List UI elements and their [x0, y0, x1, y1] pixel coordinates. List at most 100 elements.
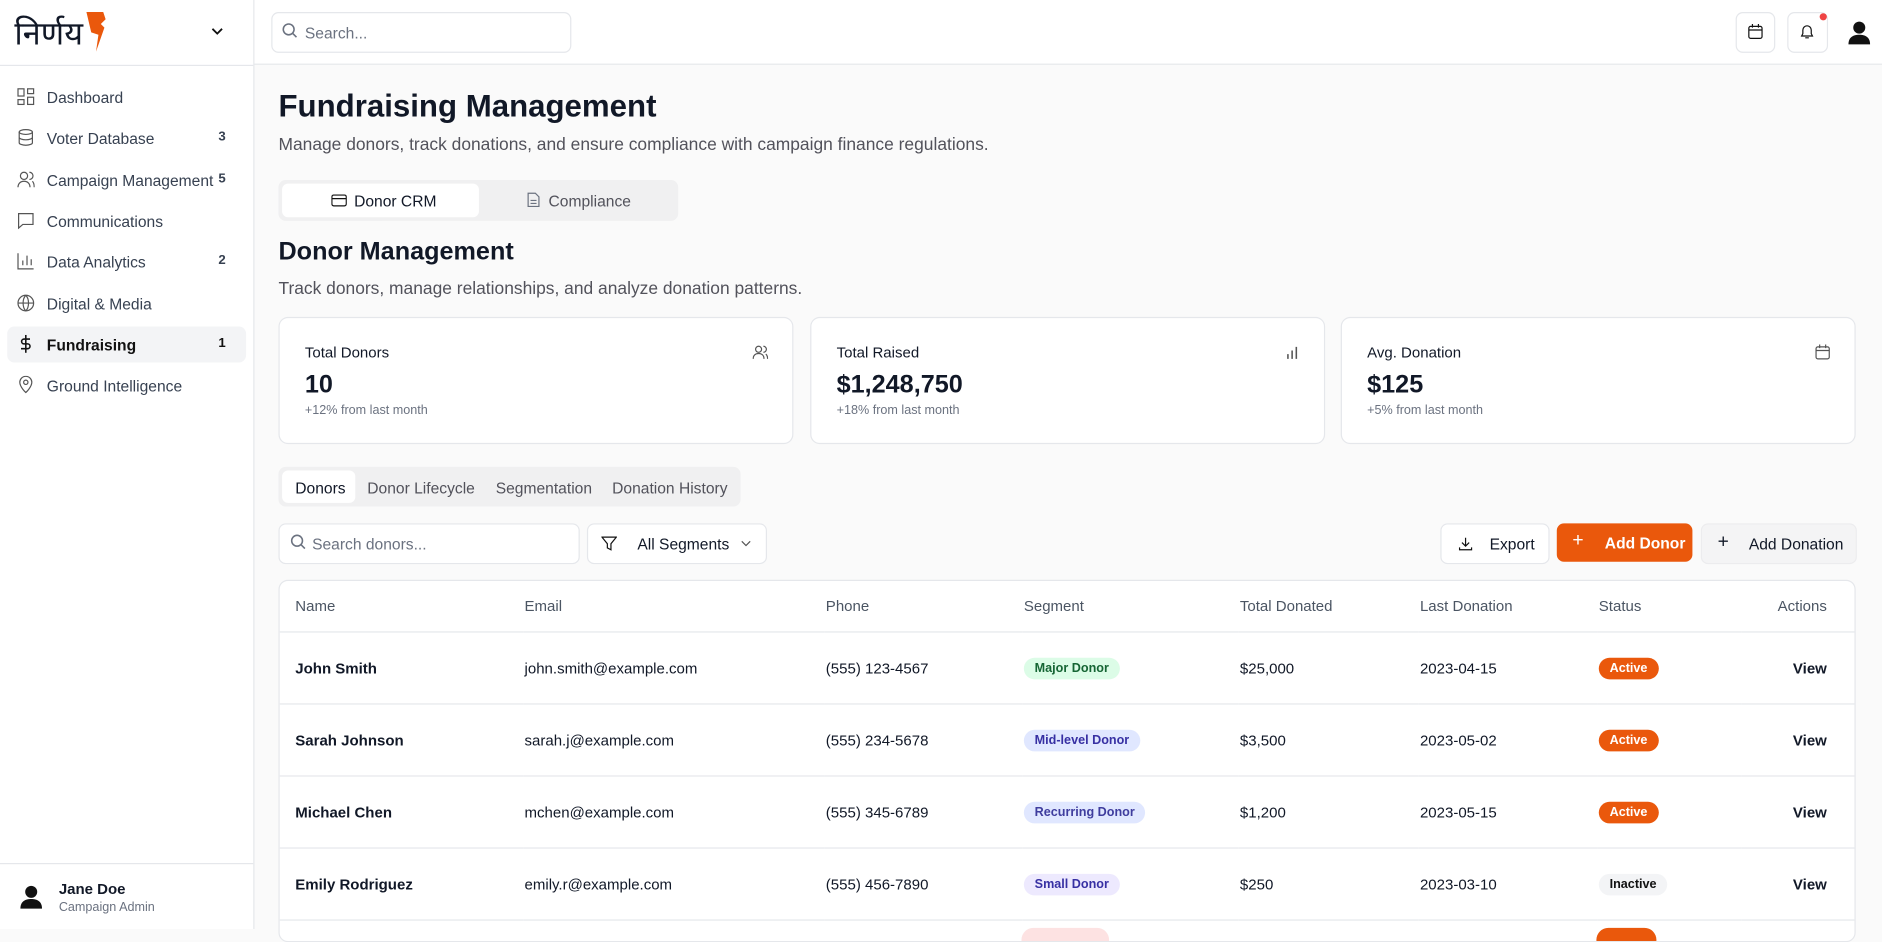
nav-badge: 1: [218, 335, 226, 351]
nav-badge: 2: [218, 253, 226, 268]
calendar-button[interactable]: [1735, 12, 1776, 53]
table-cell: Mid-level Donor: [1022, 703, 1239, 777]
nav-item[interactable]: Communications: [7, 203, 246, 239]
nav-item[interactable]: Data Analytics 2: [7, 244, 246, 280]
stat-value: 10: [304, 370, 333, 399]
section-title: Donor Management: [278, 237, 514, 266]
column-header: Total Donated: [1238, 580, 1419, 633]
table-cell: Recurring Donor: [1022, 775, 1239, 849]
sidebar: निर्णय Dashboard Voter Database 3 Campaign …: [0, 0, 255, 930]
segment-badge: Small Donor: [1023, 873, 1120, 895]
table-cell: Active: [1597, 631, 1742, 705]
subtab-active[interactable]: [282, 470, 356, 503]
stat-card: Avg. Donation $125 +5% from last month: [1340, 316, 1856, 445]
table-cell: (555) 345-6789: [824, 775, 1023, 849]
global-search[interactable]: Search...: [271, 12, 572, 53]
add-donor-button[interactable]: + Add Donor: [1556, 523, 1693, 562]
table-cell: 2023-05-02: [1418, 703, 1598, 777]
table-cell: mchen@example.com: [523, 775, 825, 849]
stat-label: Total Donors: [304, 344, 390, 362]
column-header: Phone: [824, 580, 1023, 633]
nav-item[interactable]: Ground Intelligence: [7, 367, 246, 403]
table-cell: Inactive: [1597, 848, 1742, 921]
profile-button[interactable]: [1846, 19, 1872, 45]
user-role: Campaign Admin: [58, 900, 155, 915]
nav-badge: 5: [218, 171, 226, 186]
table-cell: Active: [1597, 775, 1742, 849]
nav-label: Data Analytics: [46, 253, 146, 272]
view-link[interactable]: View: [1792, 659, 1827, 677]
nav-label: Fundraising: [46, 335, 137, 354]
table-cell: $250: [1238, 848, 1419, 921]
table-cell: john.smith@example.com: [523, 631, 825, 705]
table-row: Sarah Johnson sarah.j@example.com (555) 23…: [279, 703, 1855, 777]
table-row: Michael Chen mchen@example.com (555) 345-6…: [279, 775, 1855, 849]
table-cell: Small Donor: [1022, 848, 1239, 921]
donor-search[interactable]: Search donors...: [278, 523, 580, 565]
table-cell: Michael Chen: [279, 775, 524, 849]
stat-change: +5% from last month: [1367, 403, 1484, 418]
table-cell: $25,000: [1238, 631, 1419, 705]
table-cell: emily.r@example.com: [523, 848, 825, 921]
stat-card: Total Raised $1,248,750 +18% from last mon…: [810, 316, 1326, 445]
page-subtitle: Manage donors, track donations, and ensu…: [278, 135, 989, 155]
table-cell: View: [1741, 631, 1855, 705]
stat-change: +12% from last month: [304, 403, 428, 418]
view-link[interactable]: View: [1792, 803, 1827, 821]
table-cell: Active: [1597, 703, 1742, 777]
subtab[interactable]: Donor Lifecycle: [367, 478, 475, 497]
status-badge: Active: [1598, 729, 1659, 751]
status-badge: Active: [1598, 801, 1659, 823]
avatar: [20, 885, 43, 909]
tab-active[interactable]: [282, 183, 479, 218]
page-title: Fundraising Management: [278, 87, 657, 124]
table-cell: Emily Rodriguez: [279, 848, 524, 921]
column-header: Status: [1597, 580, 1742, 633]
segment-badge: Major Donor: [1023, 657, 1120, 679]
search-placeholder: Search donors...: [312, 535, 427, 554]
nav-item[interactable]: Voter Database 3: [7, 120, 246, 156]
segment-filter[interactable]: All Segments: [586, 523, 767, 565]
nav-item[interactable]: Digital & Media: [7, 285, 246, 321]
table-row: Emily Rodriguez emily.r@example.com (555) …: [279, 848, 1855, 921]
nav-label: Dashboard: [46, 88, 124, 107]
button-label: Add Donation: [1748, 535, 1844, 554]
table-cell: $1,200: [1238, 775, 1419, 849]
nav-label: Ground Intelligence: [46, 377, 183, 396]
segment-badge: Recurring Donor: [1023, 801, 1146, 823]
subtab[interactable]: Segmentation: [495, 478, 593, 497]
stat-change: +18% from last month: [836, 403, 960, 418]
table-cell: John Smith: [279, 631, 524, 705]
subtab[interactable]: Donation History: [612, 478, 728, 497]
nav-badge: 3: [218, 129, 226, 145]
stat-label: Total Raised: [836, 344, 920, 362]
view-link[interactable]: View: [1792, 875, 1827, 893]
view-link[interactable]: View: [1792, 731, 1827, 749]
subtab[interactable]: Donors: [295, 478, 346, 497]
table-cell: sarah.j@example.com: [523, 703, 825, 777]
nav-label: Digital & Media: [46, 294, 152, 313]
nav-label: Communications: [46, 212, 164, 231]
status-badge: Active: [1598, 657, 1659, 679]
tab[interactable]: Compliance: [548, 192, 631, 211]
table-row: John Smith john.smith@example.com (555) 12…: [279, 631, 1855, 705]
table-cell: $3,500: [1238, 703, 1419, 777]
nav-item[interactable]: Dashboard: [7, 79, 246, 115]
table-cell: 2023-05-15: [1418, 775, 1598, 849]
stat-value: $125: [1367, 370, 1424, 399]
nav-label: Campaign Management: [46, 171, 214, 190]
export-button[interactable]: Export: [1440, 523, 1550, 565]
nav-item[interactable]: Campaign Management 5: [7, 162, 246, 198]
nav-item[interactable]: Fundraising 1: [7, 326, 247, 363]
notifications-button[interactable]: [1787, 12, 1829, 53]
table-cell: (555) 123-4567: [824, 631, 1023, 705]
donor-table: Name Email Phone Segment Total Donated Last D…: [278, 579, 1856, 942]
button-label: Add Donor: [1604, 534, 1686, 553]
tab[interactable]: Donor CRM: [354, 192, 437, 211]
section-subtitle: Track donors, manage relationships, and …: [278, 279, 803, 299]
chevron[interactable]: [211, 26, 223, 36]
table-cell: View: [1741, 848, 1855, 921]
add-donation-button[interactable]: + Add Donation: [1700, 523, 1857, 565]
subtabs: [278, 466, 741, 507]
